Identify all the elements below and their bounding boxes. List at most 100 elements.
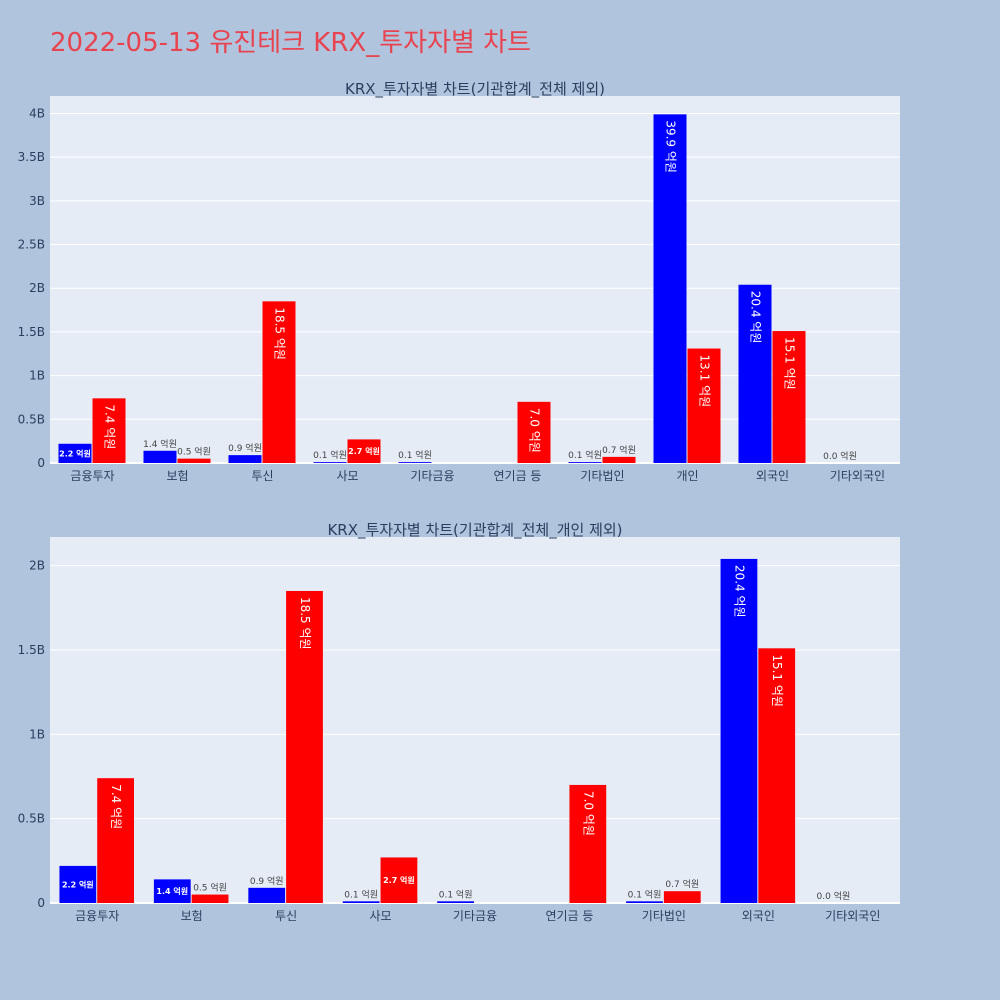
bar-series-b [569,784,607,903]
y-tick-label: 1B [29,727,45,741]
bar-series-b [772,331,806,463]
x-tick-label: 기타금융 [453,909,497,923]
data-label: 0.1 억원 [313,449,347,461]
x-tick-label: 사모 [336,469,358,483]
y-tick-label: 0.5B [18,812,45,826]
data-label: 39.9 억원 [664,120,678,173]
bar-series-a [143,450,177,463]
bar-series-a [738,284,772,463]
y-tick-label: 2.5B [18,238,45,252]
data-label: 13.1 억원 [698,355,712,408]
x-tick-label: 연기금 등 [545,909,593,923]
bar-series-b [663,891,701,903]
x-tick-label: 기타금융 [410,469,454,483]
bar-series-a [153,879,191,903]
bar-series-b [97,778,134,903]
data-label: 18.5 억원 [298,597,312,650]
x-tick-label: 기타법인 [642,909,686,923]
bar-series-a [313,462,347,463]
x-tick-label: 연기금 등 [494,469,542,483]
bar-series-a [398,462,432,463]
data-label: 0.1 억원 [439,888,473,900]
x-tick-label: 외국인 [742,909,775,923]
bar-series-b [380,857,418,903]
x-tick-label: 사모 [370,909,392,923]
y-tick-label: 2B [29,559,45,573]
data-label: 20.4 억원 [749,291,763,344]
bar-series-a [626,901,663,903]
bar-series-b [177,458,211,463]
bar-series-a [653,114,687,463]
data-label: 0.1 억원 [628,888,662,900]
y-tick-label: 0 [37,456,45,470]
data-label: 0.9 억원 [228,442,262,454]
data-label: 2.2 억원 [62,879,94,889]
chart-title: KRX_투자자별 차트(기관합계_전체_개인 제외) [327,521,622,540]
data-label: 2.2 억원 [59,448,91,458]
x-tick-label: 기타법인 [580,469,624,483]
data-label: 15.1 억원 [770,654,784,707]
data-label: 0.5 억원 [193,882,227,894]
data-label: 15.1 억원 [783,337,797,390]
data-label: 0.7 억원 [602,444,636,456]
bar-series-a [342,901,380,903]
x-tick-label: 보험 [166,469,188,483]
chart-title: KRX_투자자별 차트(기관합계_전체 제외) [345,80,605,99]
bar-series-a [437,901,474,903]
y-tick-label: 3.5B [18,150,45,164]
page-title: 2022-05-13 유진테크 KRX_투자자별 차트 [50,28,532,58]
x-tick-label: 투신 [251,469,273,483]
data-label: 0.1 억원 [398,449,432,461]
data-label: 7.0 억원 [581,791,595,836]
bar-series-b [191,894,229,903]
x-tick-label: 투신 [275,909,297,923]
x-tick-label: 외국인 [756,469,789,483]
data-label: 1.4 억원 [156,886,188,896]
bar-series-b [687,348,721,463]
y-tick-label: 1.5B [18,325,45,339]
data-label: 0.0 억원 [817,890,851,902]
x-tick-label: 금융투자 [75,909,119,923]
bar-series-a [58,443,92,463]
y-tick-label: 4B [29,106,45,120]
data-label: 18.5 억원 [273,307,287,360]
data-label: 0.1 억원 [344,888,378,900]
x-tick-label: 기타외국인 [830,469,885,483]
chart-top: KRX_투자자별 차트(기관합계_전체 제외) 0 0.5B 1B 1.5B 2B 2.5B… [18,80,900,483]
bar-series-b [92,398,126,463]
bar-series-a [568,462,602,463]
bar-series-b [286,590,323,903]
data-label: 0.9 억원 [250,875,284,887]
data-label: 7.0 억원 [528,408,542,453]
y-tick-label: 3B [29,194,45,208]
y-tick-label: 1.5B [18,643,45,657]
data-label: 7.4 억원 [109,784,123,829]
x-tick-label: 개인 [676,469,698,483]
data-label: 7.4 억원 [103,404,117,449]
bar-series-a [228,455,262,463]
data-label: 2.7 억원 [383,875,415,885]
x-tick-label: 보험 [181,909,203,923]
bar-series-b [758,648,796,903]
data-label: 1.4 억원 [143,438,177,450]
data-label: 0.1 억원 [568,449,602,461]
data-label: 0.0 억원 [823,450,857,462]
bar-series-a [720,558,758,903]
data-label: 20.4 억원 [732,565,746,618]
chart-bottom: KRX_투자자별 차트(기관합계_전체_개인 제외) 0 0.5B 1B 1.5B 2B 금… [18,521,900,923]
bar-series-b [347,439,381,463]
y-tick-label: 0 [37,896,45,910]
x-tick-label: 금융투자 [70,469,114,483]
data-label: 2.7 억원 [348,446,380,456]
x-tick-label: 기타외국인 [825,909,880,923]
bar-series-b [262,301,296,463]
y-tick-label: 1B [29,369,45,383]
bar-series-a [59,865,97,903]
data-label: 0.7 억원 [665,878,699,890]
bar-series-b [517,401,551,463]
y-tick-label: 0.5B [18,412,45,426]
y-tick-label: 2B [29,281,45,295]
bar-series-a [248,887,286,903]
data-label: 0.5 억원 [177,446,211,458]
bar-series-b [602,456,636,463]
